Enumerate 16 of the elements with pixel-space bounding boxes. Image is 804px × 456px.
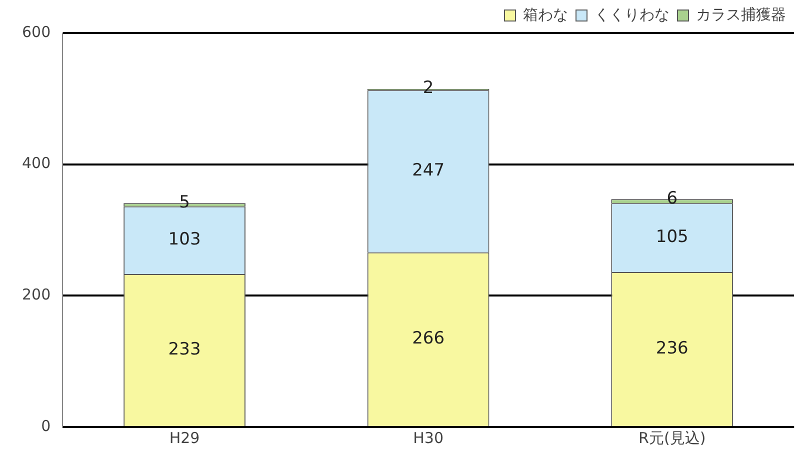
data-label: 233	[168, 339, 201, 360]
y-tick-label: 0	[41, 416, 51, 435]
data-label: 105	[656, 226, 688, 247]
legend-label: カラス捕獲器	[696, 5, 786, 24]
x-tick-label: H30	[413, 428, 444, 447]
y-tick-label: 200	[22, 286, 51, 304]
data-label: 103	[168, 230, 201, 250]
x-tick-label: R元(見込)	[638, 428, 706, 447]
legend-label: 箱わな	[523, 5, 568, 24]
legend-label: くくりわな	[594, 5, 670, 24]
y-tick-label: 400	[22, 154, 51, 172]
data-label: 236	[656, 338, 688, 358]
data-label: 247	[412, 160, 445, 181]
x-tick-label: H29	[169, 428, 200, 447]
data-label: 266	[412, 328, 445, 349]
y-tick-label: 600	[22, 22, 51, 41]
